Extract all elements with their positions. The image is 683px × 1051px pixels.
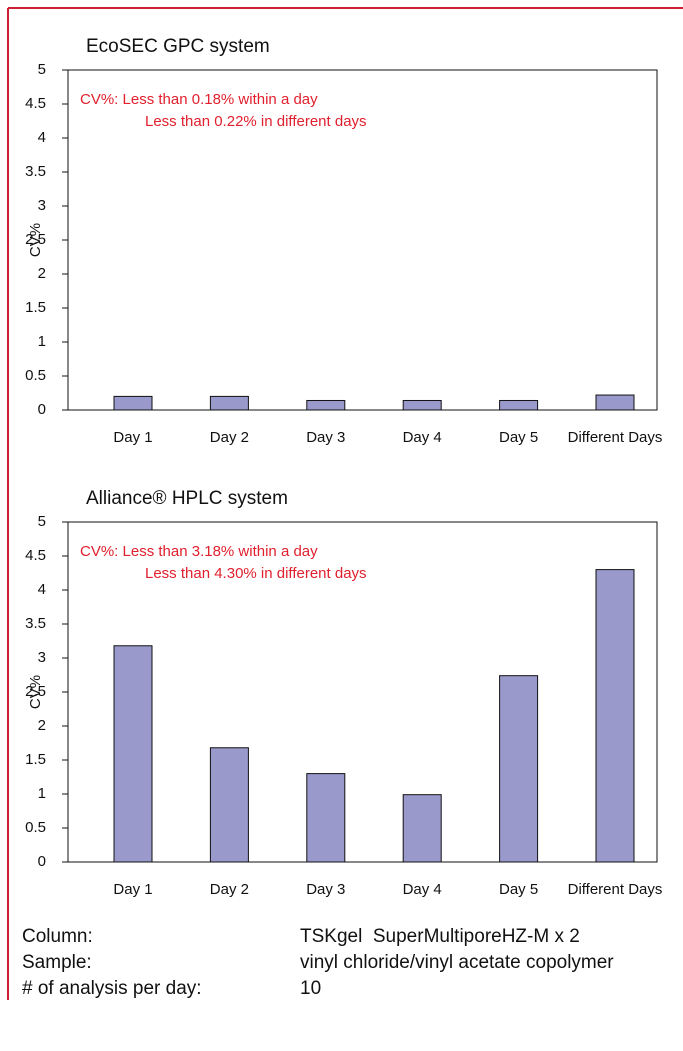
bar (499, 675, 539, 863)
x-tick-label: Day 4 (402, 429, 442, 446)
x-tick-label: Day 3 (306, 429, 346, 446)
chart-title: Alliance® HPLC system (86, 488, 288, 509)
x-tick-label: Different Days (567, 429, 663, 446)
bar (209, 395, 249, 411)
y-tick-label: 3.5 (25, 163, 46, 180)
annotation: Less than 0.22% in different days (145, 113, 367, 130)
y-tick-label: 2.5 (25, 231, 46, 248)
y-tick-label: 1 (38, 333, 46, 350)
bar (306, 773, 346, 863)
y-axis-label: CV% (27, 223, 44, 257)
detail-label: Sample: (22, 952, 92, 973)
y-axis-label: CV% (27, 675, 44, 709)
y-tick-label: 1.5 (25, 751, 46, 768)
detail-label: # of analysis per day: (22, 978, 202, 999)
y-tick-label: 5 (38, 513, 46, 530)
y-tick-label: 0 (38, 853, 46, 870)
y-tick-label: 4.5 (25, 95, 46, 112)
y-tick-label: 4 (38, 129, 46, 146)
y-tick-label: 5 (38, 61, 46, 78)
bar (402, 794, 442, 863)
y-tick-label: 2 (38, 265, 46, 282)
detail-value: TSKgel SuperMultiporeHZ-M x 2 (300, 926, 580, 947)
bar (113, 395, 153, 411)
plot-frame (67, 69, 658, 411)
bar (595, 569, 635, 863)
y-tick-label: 2 (38, 717, 46, 734)
x-tick-label: Day 1 (113, 429, 153, 446)
chart-title: EcoSEC GPC system (86, 36, 270, 57)
bar (209, 747, 249, 863)
bar (306, 399, 346, 411)
bar (595, 394, 635, 411)
x-tick-label: Day 5 (499, 429, 539, 446)
y-tick-label: 1.5 (25, 299, 46, 316)
bar (402, 399, 442, 411)
y-tick-label: 3.5 (25, 615, 46, 632)
bar (499, 399, 539, 411)
x-tick-label: Day 4 (402, 881, 442, 898)
y-tick-label: 0 (38, 401, 46, 418)
x-tick-label: Day 2 (209, 881, 249, 898)
x-tick-label: Day 3 (306, 881, 346, 898)
x-tick-label: Different Days (567, 881, 663, 898)
plot-frame (67, 521, 658, 863)
annotation: CV%: Less than 3.18% within a day (80, 543, 318, 560)
y-tick-label: 0.5 (25, 819, 46, 836)
x-tick-label: Day 2 (209, 429, 249, 446)
annotation: Less than 4.30% in different days (145, 565, 367, 582)
y-tick-label: 3 (38, 197, 46, 214)
bar (113, 645, 153, 863)
y-tick-label: 4 (38, 581, 46, 598)
x-tick-label: Day 1 (113, 881, 153, 898)
detail-value: vinyl chloride/vinyl acetate copolymer (300, 952, 614, 973)
y-tick-label: 2.5 (25, 683, 46, 700)
y-tick-label: 0.5 (25, 367, 46, 384)
detail-label: Column: (22, 926, 93, 947)
y-tick-label: 4.5 (25, 547, 46, 564)
y-tick-label: 1 (38, 785, 46, 802)
detail-value: 10 (300, 978, 322, 999)
y-tick-label: 3 (38, 649, 46, 666)
annotation: CV%: Less than 0.18% within a day (80, 91, 318, 108)
x-tick-label: Day 5 (499, 881, 539, 898)
